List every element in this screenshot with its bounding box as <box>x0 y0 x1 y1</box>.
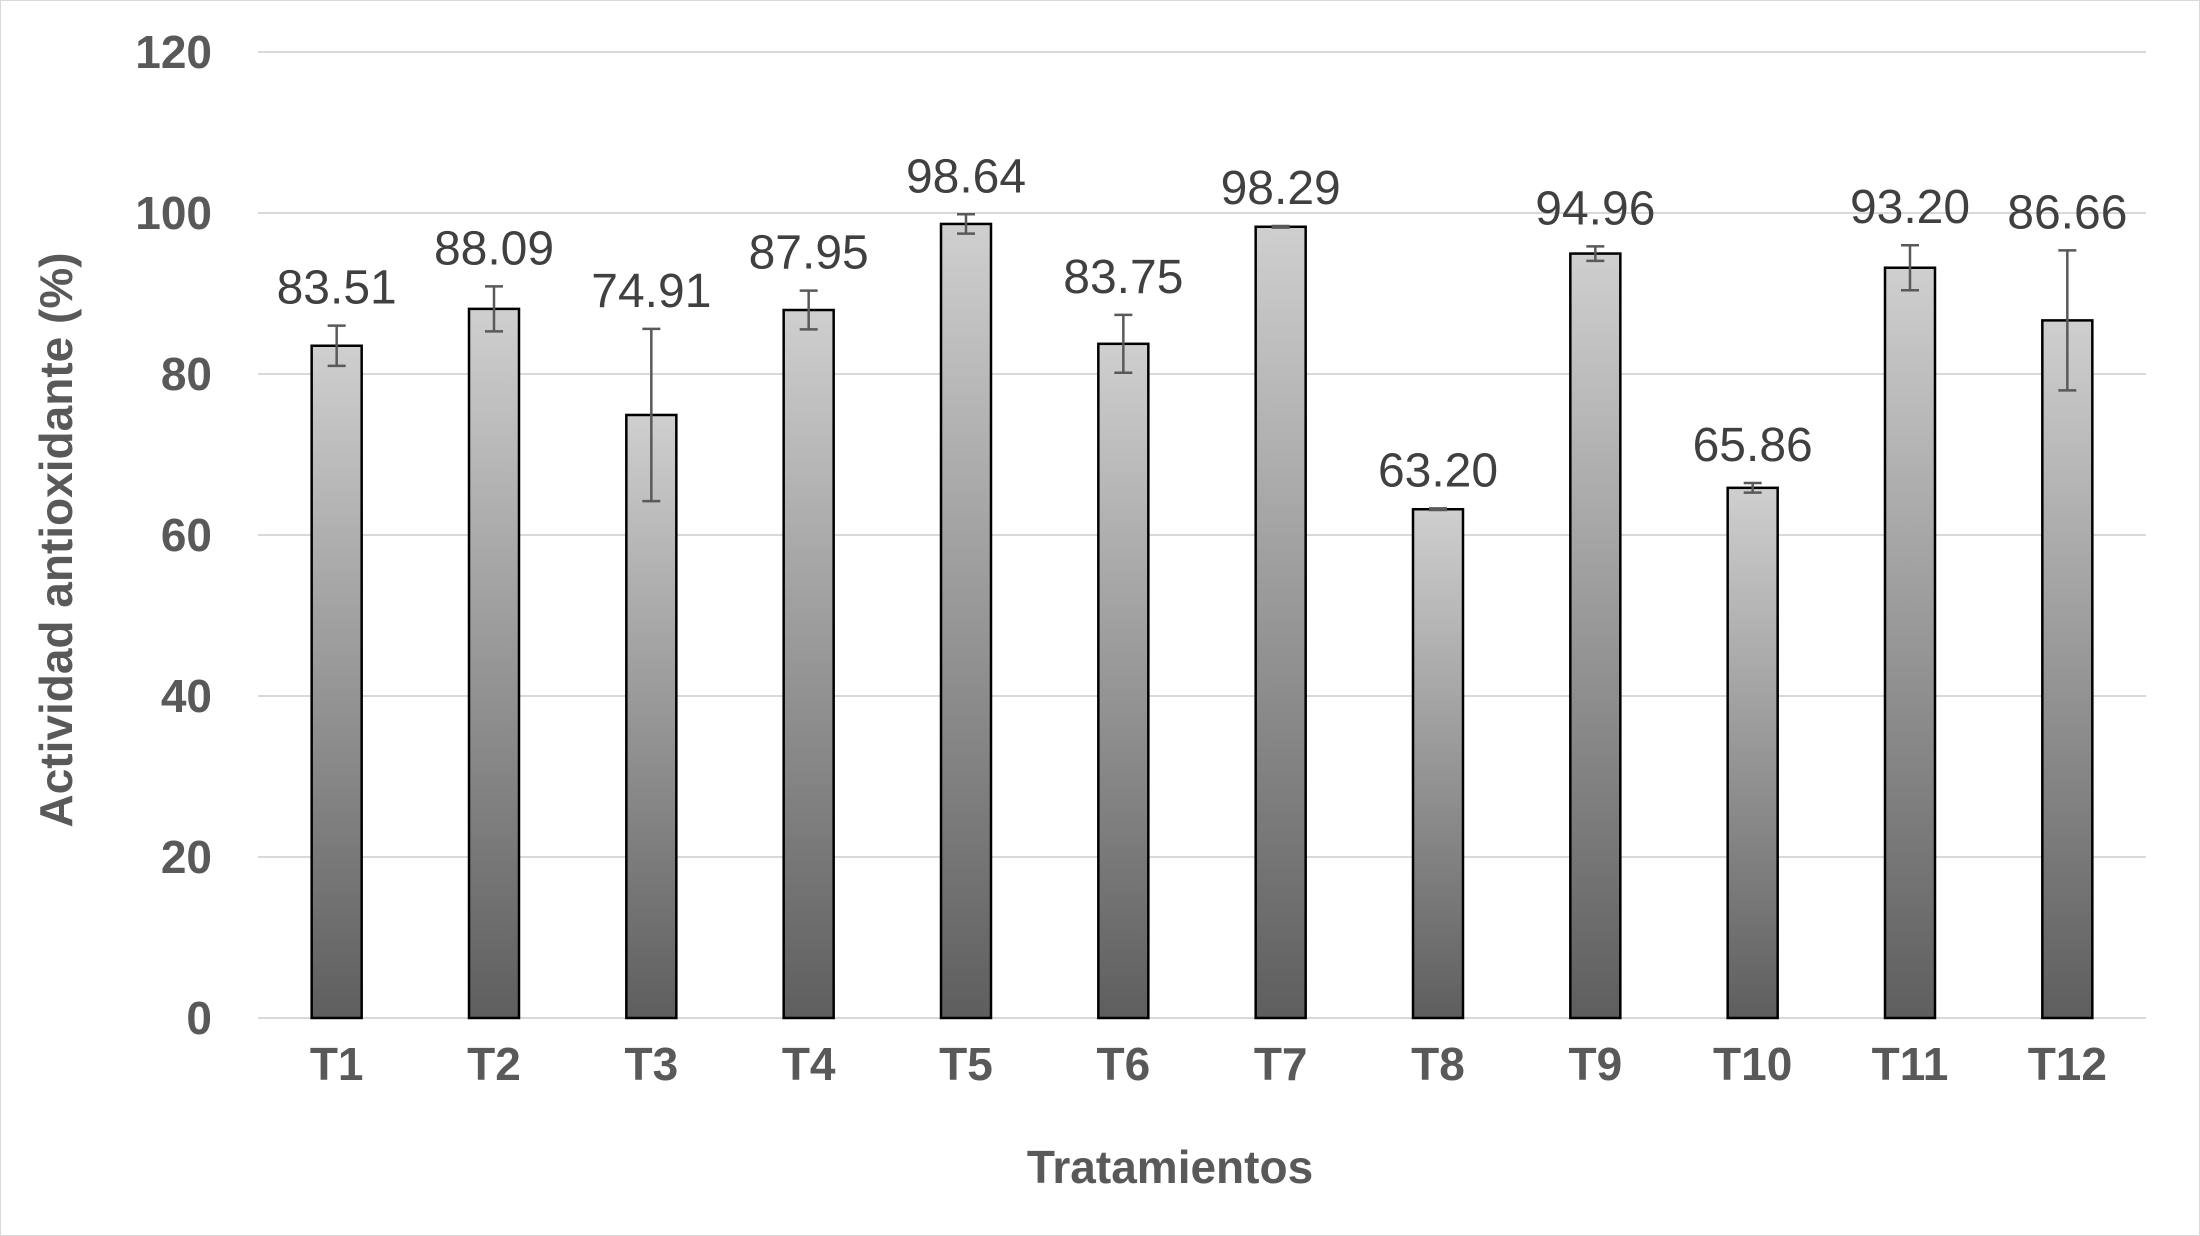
error-bar-t10 <box>1743 481 1762 494</box>
bar-t5 <box>939 222 993 1020</box>
data-label-t7: 98.29 <box>1221 162 1341 215</box>
y-tick-label: 60 <box>161 509 212 561</box>
error-bar-t8 <box>1429 507 1447 512</box>
bar-t4 <box>782 308 835 1020</box>
bar-t2 <box>467 307 521 1020</box>
x-tick-label-t12: T12 <box>2028 1038 2107 1090</box>
data-labels: 83.51 88.09 74.91 87.95 98.64 83.75 98.29 63.20… <box>277 150 2128 497</box>
x-tick-label-t3: T3 <box>624 1038 678 1090</box>
x-tick-label-t5: T5 <box>939 1038 993 1090</box>
gridlines <box>258 51 2146 1019</box>
y-tick-label: 80 <box>161 348 212 400</box>
error-bar-t6 <box>1114 313 1133 375</box>
bar-t8 <box>1411 507 1465 1020</box>
data-label-t10: 65.86 <box>1693 419 1813 472</box>
data-label-t9: 94.96 <box>1535 182 1655 235</box>
x-tick-label-t10: T10 <box>1713 1038 1792 1090</box>
bar-t7 <box>1254 225 1307 1020</box>
x-tick-label-t2: T2 <box>467 1038 521 1090</box>
x-tick-label-t9: T9 <box>1568 1038 1622 1090</box>
data-label-t5: 98.64 <box>906 150 1026 203</box>
x-tick-label-t7: T7 <box>1254 1038 1308 1090</box>
x-axis-title: Tratamientos <box>1027 1141 1313 1193</box>
y-axis-ticks: 0 20 40 60 80 100 120 <box>135 26 212 1044</box>
bars <box>310 222 2094 1020</box>
error-bar-t7 <box>1271 224 1290 229</box>
error-bar-t11 <box>1901 243 1919 292</box>
data-label-t2: 88.09 <box>434 222 554 275</box>
error-bar-t2 <box>485 285 503 333</box>
bar-t10 <box>1726 486 1779 1020</box>
y-tick-label: 40 <box>161 670 212 722</box>
data-label-t11: 93.20 <box>1850 181 1970 234</box>
x-tick-label-t4: T4 <box>782 1038 836 1090</box>
bar-t6 <box>1097 342 1150 1020</box>
data-label-t4: 87.95 <box>749 227 869 280</box>
x-tick-label-t8: T8 <box>1411 1038 1465 1090</box>
data-label-t12: 86.66 <box>2007 186 2127 239</box>
error-bar-t4 <box>799 289 818 331</box>
data-label-t8: 63.20 <box>1378 444 1498 497</box>
error-bar-t12 <box>2058 249 2077 392</box>
bar-t3 <box>625 413 678 1020</box>
error-bar-t1 <box>327 324 346 368</box>
y-tick-label: 0 <box>186 992 212 1044</box>
error-bar-t9 <box>1586 245 1605 263</box>
y-tick-label: 120 <box>135 26 212 78</box>
error-bar-t3 <box>642 327 661 503</box>
x-tick-label-t11: T11 <box>1872 1038 1949 1090</box>
data-label-t1: 83.51 <box>277 262 397 315</box>
data-label-t3: 74.91 <box>591 265 711 318</box>
x-tick-label-t6: T6 <box>1096 1038 1150 1090</box>
bar-t9 <box>1569 252 1622 1020</box>
y-tick-label: 20 <box>161 831 212 883</box>
x-tick-label-t1: T1 <box>310 1038 364 1090</box>
bar-t12 <box>2041 319 2094 1020</box>
x-axis-ticks: T1 T2 T3 T4 T5 T6 T7 T8 T9 T10 T11 T12 <box>310 1038 2107 1090</box>
bar-t11 <box>1883 266 1937 1020</box>
y-tick-label: 100 <box>135 187 212 239</box>
error-bar-t5 <box>957 213 975 235</box>
y-axis-title: Actividad antioxidante (%) <box>30 252 82 827</box>
bar-t1 <box>310 344 363 1020</box>
data-label-t6: 83.75 <box>1063 251 1183 304</box>
error-bars <box>327 213 2077 512</box>
